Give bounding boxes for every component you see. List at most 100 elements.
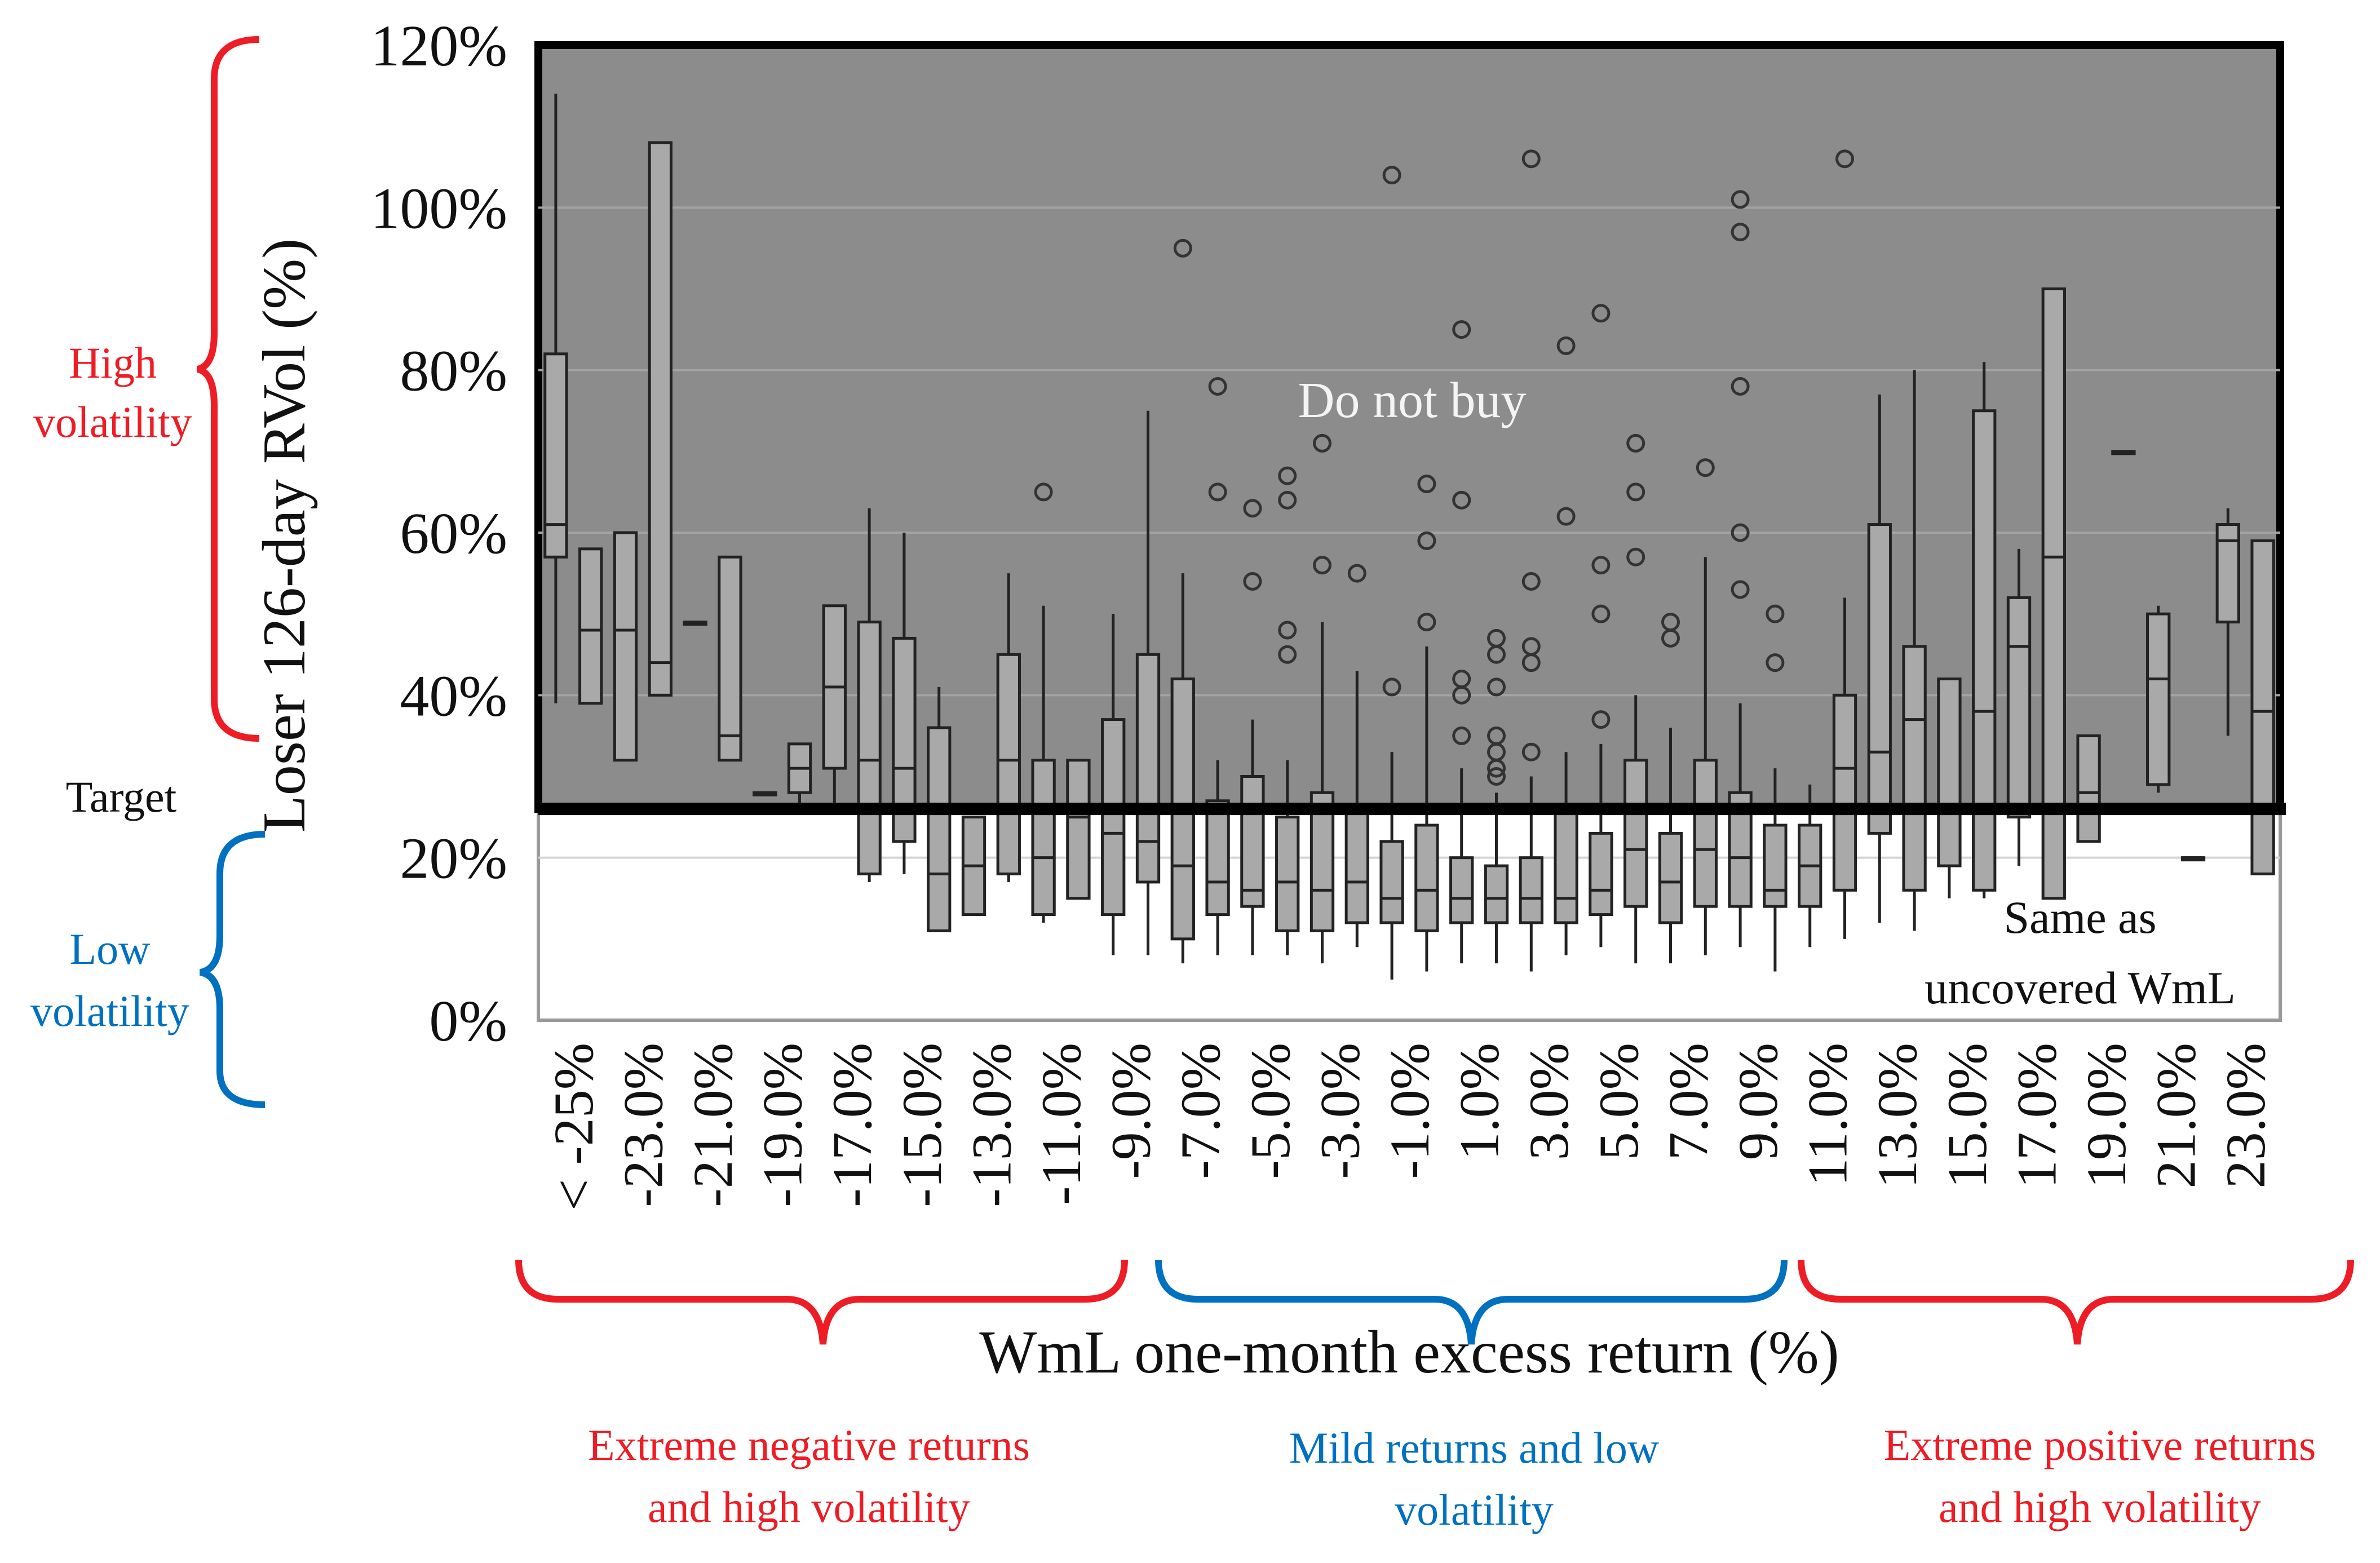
outlier-point	[1243, 572, 1262, 591]
box	[961, 816, 986, 916]
outlier-point	[1521, 653, 1541, 672]
x-axis-label: WmL one-month excess return (%)	[979, 1319, 1839, 1386]
x-tick-label: -11.0%	[1030, 1043, 1092, 1205]
box	[2146, 605, 2171, 793]
box-iqr	[1623, 759, 1648, 908]
outlier-point	[1487, 767, 1506, 786]
x-tick-label: -19.0%	[751, 1043, 814, 1207]
box-iqr	[1379, 840, 1404, 924]
box	[1658, 613, 1683, 964]
x-tick-label: -23.0%	[612, 1043, 674, 1207]
box-iqr	[927, 726, 952, 932]
outlier-point	[1591, 710, 1611, 729]
outlier-point	[1766, 604, 1785, 623]
box	[753, 791, 777, 796]
x-tick-label: -17.0%	[821, 1043, 883, 1207]
outlier-point	[1731, 190, 1750, 209]
y-axis-ticks: 0% 20% 40% 60% 80% 100% 120%	[370, 14, 507, 1053]
box-iqr	[578, 547, 603, 705]
box	[1101, 614, 1126, 955]
x-tick-label: -3.0%	[1308, 1043, 1371, 1179]
same-as-label: Same as	[2004, 892, 2157, 943]
box	[1449, 320, 1474, 964]
box	[927, 687, 952, 932]
box-iqr	[543, 352, 568, 559]
box-iqr	[2041, 287, 2066, 900]
mild-returns-bracket	[1155, 1259, 1788, 1345]
x-tick-label: 7.0%	[1657, 1043, 1719, 1160]
box	[2215, 508, 2240, 736]
outlier-point	[1382, 678, 1401, 697]
box-iqr	[1589, 831, 1613, 916]
outlier-point	[1835, 149, 1854, 169]
positive-returns-bracket	[1798, 1259, 2354, 1345]
mild-returns-label-2: volatility	[1395, 1485, 1554, 1534]
outlier-point	[1591, 304, 1611, 323]
x-axis-ticks: < -25% -23.0% -21.0% -19.0% -17.0% -15.0% -13.…	[542, 1043, 2277, 1211]
x-tick-label: -21.0%	[682, 1043, 744, 1207]
box-iqr	[1449, 856, 1474, 924]
box-iqr	[1344, 807, 1369, 924]
high-volatility-bracket	[196, 36, 260, 742]
negative-returns-label: Extreme negative returns	[588, 1420, 1030, 1469]
box-iqr	[1972, 409, 1997, 892]
positive-returns-label-2: and high volatility	[1939, 1482, 2261, 1531]
outlier-point	[1556, 507, 1576, 526]
box-iqr	[1275, 816, 1300, 932]
low-volatility-label-2: volatility	[30, 986, 189, 1035]
box	[2111, 450, 2136, 455]
box	[1275, 466, 1300, 955]
box	[2250, 539, 2275, 875]
box	[1554, 336, 1578, 955]
box-iqr	[1763, 823, 1788, 908]
box-iqr	[1414, 823, 1439, 932]
box-iqr	[1658, 831, 1683, 924]
box	[857, 508, 882, 882]
box	[1623, 433, 1648, 964]
x-tick-label: -5.0%	[1239, 1043, 1302, 1179]
box-iqr	[648, 141, 673, 697]
box	[787, 742, 812, 809]
x-tick-label: < -25%	[542, 1043, 605, 1211]
outlier-point	[1626, 547, 1645, 566]
box	[1205, 377, 1230, 955]
box-iqr	[1937, 678, 1962, 867]
x-tick-label: 19.0%	[2075, 1043, 2138, 1188]
box	[613, 531, 638, 762]
box	[1031, 482, 1056, 923]
x-tick-label: 1.0%	[1448, 1043, 1511, 1160]
outlier-point	[1766, 653, 1785, 672]
box-iqr	[1240, 775, 1265, 908]
outlier-point	[1487, 759, 1506, 778]
outlier-point	[1452, 685, 1471, 705]
box	[1310, 433, 1335, 964]
outlier-point	[1591, 604, 1611, 623]
x-tick-label: 13.0%	[1866, 1043, 1928, 1188]
outlier-point	[1487, 678, 1506, 697]
box-iqr	[1554, 807, 1578, 924]
outlier-point	[1417, 531, 1436, 550]
outlier-point	[1243, 499, 1262, 518]
x-tick-label: 17.0%	[2005, 1043, 2068, 1188]
outlier-point	[1731, 523, 1750, 542]
x-tick-label: 9.0%	[1727, 1043, 1789, 1160]
negative-returns-label-2: and high volatility	[648, 1482, 970, 1531]
outlier-point	[1487, 645, 1506, 664]
box	[648, 141, 673, 697]
box	[1693, 458, 1718, 955]
box	[1937, 678, 1962, 898]
x-tick-label: 11.0%	[1797, 1043, 1859, 1186]
outlier-point	[1521, 149, 1541, 169]
y-axis-label: Loser 126-day RVol (%)	[251, 238, 318, 833]
positive-returns-label: Extreme positive returns	[1884, 1420, 2316, 1469]
y-tick-label: 20%	[400, 826, 507, 891]
uncovered-wml-label: uncovered WmL	[1925, 962, 2236, 1013]
outlier-point	[1313, 433, 1331, 453]
outlier-point	[1208, 377, 1227, 396]
outlier-point	[1278, 490, 1297, 510]
x-tick-label: -9.0%	[1100, 1043, 1162, 1179]
y-tick-label: 60%	[400, 501, 507, 566]
low-volatility-bracket	[199, 831, 266, 1108]
box	[1414, 475, 1439, 972]
box	[2076, 734, 2101, 843]
